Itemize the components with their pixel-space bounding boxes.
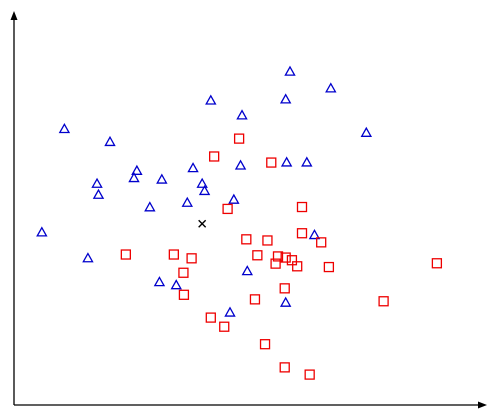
triangle-point-23 xyxy=(308,229,321,240)
triangle-point-28 xyxy=(279,296,292,307)
square-point-24 xyxy=(378,296,389,307)
triangle-point-20 xyxy=(181,196,193,207)
square-point-13 xyxy=(280,252,291,263)
triangle-point-14 xyxy=(156,173,168,184)
y-axis-arrow-icon xyxy=(10,11,18,20)
square-point-5 xyxy=(296,228,308,239)
square-point-6 xyxy=(241,234,252,245)
square-point-8 xyxy=(316,237,327,248)
triangle-point-1 xyxy=(325,82,337,93)
triangle-point-5 xyxy=(58,122,71,134)
square-point-18 xyxy=(323,261,335,273)
triangle-point-10 xyxy=(234,159,247,170)
square-point-10 xyxy=(168,249,179,260)
triangle-point-2 xyxy=(279,93,292,104)
triangle-point-3 xyxy=(205,94,217,105)
square-point-2 xyxy=(266,157,277,168)
triangle-point-21 xyxy=(144,201,156,212)
triangle-point-13 xyxy=(128,172,140,183)
square-point-4 xyxy=(222,203,233,215)
square-point-19 xyxy=(431,258,443,269)
triangle-point-17 xyxy=(92,188,105,199)
square-point-20 xyxy=(178,267,189,278)
square-point-7 xyxy=(262,235,273,246)
square-point-27 xyxy=(259,339,271,350)
triangle-point-18 xyxy=(198,184,211,196)
triangle-point-26 xyxy=(153,276,166,287)
triangle-point-27 xyxy=(170,279,182,290)
square-point-16 xyxy=(270,258,281,269)
triangle-point-22 xyxy=(36,226,48,237)
triangle-point-19 xyxy=(228,193,240,204)
square-point-14 xyxy=(186,253,197,264)
triangle-point-4 xyxy=(236,109,248,120)
data-points xyxy=(36,65,443,380)
square-point-3 xyxy=(296,201,308,213)
square-point-25 xyxy=(205,312,216,323)
triangle-point-25 xyxy=(241,265,253,276)
triangle-point-7 xyxy=(360,126,373,137)
square-point-26 xyxy=(219,321,230,332)
x-axis-arrow-icon xyxy=(478,401,487,409)
square-point-12 xyxy=(272,251,284,262)
square-point-23 xyxy=(249,294,261,305)
cross-point-0 xyxy=(198,219,207,228)
triangle-point-6 xyxy=(104,135,116,147)
square-point-21 xyxy=(279,283,290,294)
triangle-point-15 xyxy=(91,177,103,188)
triangle-point-16 xyxy=(196,177,208,188)
square-point-22 xyxy=(178,289,190,300)
square-point-9 xyxy=(120,249,131,260)
triangle-point-29 xyxy=(224,306,236,317)
square-point-1 xyxy=(209,151,220,162)
square-point-0 xyxy=(233,133,245,144)
square-point-15 xyxy=(286,255,298,266)
triangle-point-24 xyxy=(82,252,94,263)
triangle-point-12 xyxy=(131,164,143,175)
triangle-point-0 xyxy=(284,65,296,76)
triangle-point-11 xyxy=(187,162,199,173)
square-point-28 xyxy=(279,362,290,373)
triangle-point-9 xyxy=(301,156,313,167)
triangle-point-8 xyxy=(280,156,293,167)
square-point-11 xyxy=(252,250,263,261)
square-point-29 xyxy=(304,369,315,380)
square-point-17 xyxy=(292,261,303,272)
